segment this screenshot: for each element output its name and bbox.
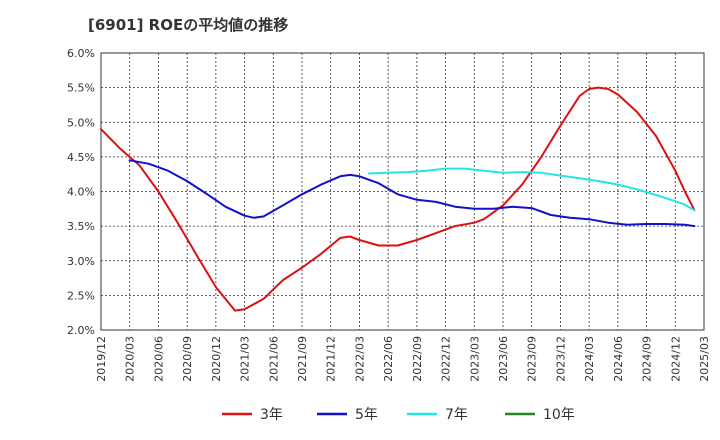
x-tick-label: 2024/12	[669, 336, 682, 382]
y-tick-label: 4.5%	[67, 151, 95, 164]
legend-label: 3年	[260, 407, 283, 423]
legend-label: 5年	[355, 407, 378, 423]
y-tick-label: 5.5%	[67, 82, 95, 95]
x-tick-label: 2023/06	[497, 336, 510, 382]
series-line-7年	[368, 167, 696, 212]
y-tick-label: 5.0%	[67, 116, 95, 129]
x-tick-label: 2023/03	[468, 336, 481, 382]
x-tick-label: 2020/09	[181, 336, 194, 382]
y-tick-label: 4.0%	[67, 186, 95, 199]
series-line-3年	[100, 86, 696, 312]
x-tick-label: 2023/12	[554, 336, 567, 382]
x-tick-label: 2022/06	[382, 336, 395, 382]
x-tick-label: 2024/03	[583, 336, 596, 382]
x-tick-label: 2021/12	[325, 336, 338, 382]
x-tick-label: 2022/09	[411, 336, 424, 382]
x-tick-label: 2023/09	[526, 336, 539, 382]
y-tick-label: 3.0%	[67, 255, 95, 268]
x-tick-label: 2020/06	[152, 336, 165, 382]
x-axis-ticks: 2019/12 2020/03 2020/06 2020/09 2020/12 2021/…	[95, 336, 711, 382]
series-lines	[100, 86, 696, 312]
x-tick-label: 2022/03	[353, 336, 366, 382]
x-tick-label: 2021/03	[239, 336, 252, 382]
series-line-5年	[128, 159, 696, 228]
x-tick-label: 2025/03	[698, 336, 711, 382]
x-tick-label: 2021/06	[267, 336, 280, 382]
y-tick-label: 3.5%	[67, 220, 95, 233]
x-tick-label: 2019/12	[95, 336, 108, 382]
legend-label: 10年	[543, 407, 575, 423]
chart-title: [6901] ROEの平均値の推移	[88, 16, 289, 34]
legend: 3年 5年 7年 10年	[222, 407, 575, 423]
y-tick-label: 2.0%	[67, 324, 95, 337]
x-tick-label: 2020/12	[210, 336, 223, 382]
x-tick-label: 2024/09	[641, 336, 654, 382]
x-tick-label: 2020/03	[124, 336, 137, 382]
x-tick-label: 2022/12	[440, 336, 453, 382]
legend-label: 7年	[445, 407, 468, 423]
y-tick-label: 6.0%	[67, 47, 95, 60]
y-axis-ticks: 2.0% 2.5% 3.0% 3.5% 4.0% 4.5% 5.0% 5.5% 6.0%	[67, 47, 95, 337]
x-tick-label: 2021/09	[296, 336, 309, 382]
y-tick-label: 2.5%	[67, 289, 95, 302]
grid-lines	[101, 53, 704, 330]
x-tick-label: 2024/06	[612, 336, 625, 382]
